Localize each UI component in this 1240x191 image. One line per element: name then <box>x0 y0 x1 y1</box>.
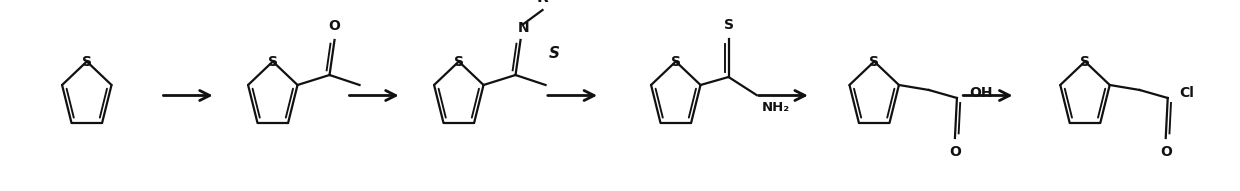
Text: O: O <box>329 19 341 33</box>
Text: R: R <box>537 0 548 5</box>
Text: S: S <box>549 45 559 61</box>
Text: S: S <box>268 54 278 69</box>
Text: OH: OH <box>968 86 992 100</box>
Text: O: O <box>949 145 961 159</box>
Text: O: O <box>1159 145 1172 159</box>
Text: S: S <box>723 18 734 32</box>
Text: N: N <box>518 21 529 35</box>
Text: Cl: Cl <box>1179 86 1194 100</box>
Text: S: S <box>454 54 464 69</box>
Text: S: S <box>671 54 681 69</box>
Text: S: S <box>82 54 92 69</box>
Text: S: S <box>869 54 879 69</box>
Text: S: S <box>1080 54 1090 69</box>
Text: NH₂: NH₂ <box>761 101 790 114</box>
